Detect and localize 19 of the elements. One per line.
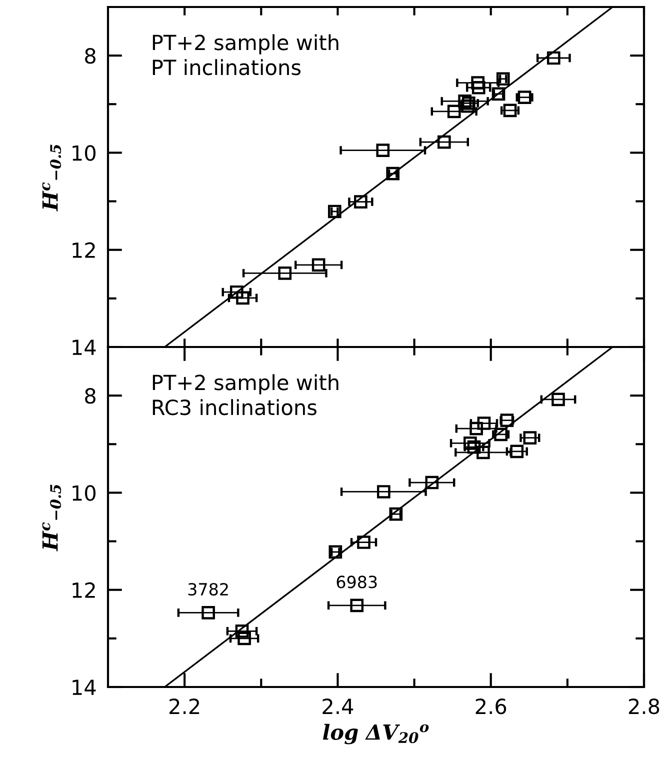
y-tick-label: 10 [72,485,96,501]
y-tick-label: 12 [72,242,95,258]
annotation: 6983 [336,576,377,588]
y-tick-label: 8 [85,388,96,404]
y-tick-label: 14 [72,680,96,695]
y-axis-title: H$^{c}$$_{−0.5}$ [42,144,62,212]
x-tick-label: 2.4 [322,698,354,714]
annotation: 3782 [188,582,228,596]
y-tick-label: 12 [72,582,95,598]
annotation: PT+2 sample with PT inclinations [152,34,338,76]
x-tick-label: 2.8 [628,698,660,714]
y-tick-label: 8 [85,48,96,64]
y-tick-label: 10 [72,145,96,161]
annotation: PT+2 sample with RC3 inclinations [152,374,338,416]
x-axis-title: log ΔV$_{20}$$^{o}$ [322,724,429,744]
y-axis-title: H$^{c}$$_{−0.5}$ [42,484,62,552]
x-tick-label: 2.2 [170,698,200,714]
x-tick-label: 2.6 [476,698,506,714]
y-tick-label: 14 [72,340,96,355]
